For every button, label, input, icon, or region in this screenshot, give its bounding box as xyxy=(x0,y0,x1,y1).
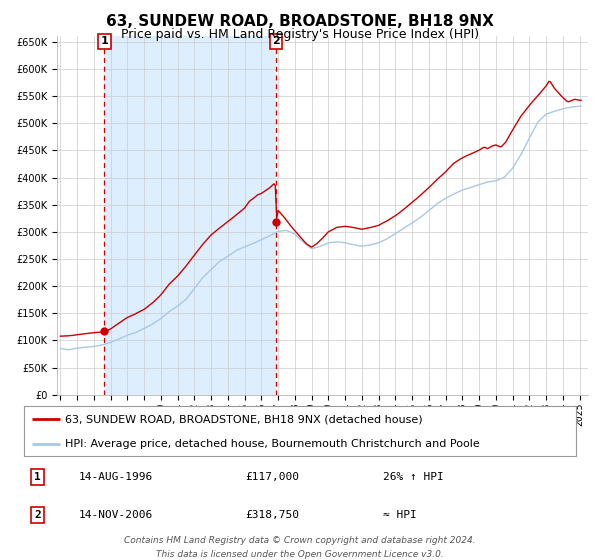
Bar xyxy=(104,36,276,395)
Text: HPI: Average price, detached house, Bournemouth Christchurch and Poole: HPI: Average price, detached house, Bour… xyxy=(65,439,480,449)
Text: 14-AUG-1996: 14-AUG-1996 xyxy=(79,472,154,482)
Text: 2: 2 xyxy=(34,510,41,520)
Text: 14-NOV-2006: 14-NOV-2006 xyxy=(79,510,154,520)
Text: 2: 2 xyxy=(272,36,280,46)
Text: This data is licensed under the Open Government Licence v3.0.: This data is licensed under the Open Gov… xyxy=(156,550,444,559)
Text: £117,000: £117,000 xyxy=(245,472,299,482)
Text: ≈ HPI: ≈ HPI xyxy=(383,510,416,520)
Text: 26% ↑ HPI: 26% ↑ HPI xyxy=(383,472,443,482)
Text: £318,750: £318,750 xyxy=(245,510,299,520)
Text: 63, SUNDEW ROAD, BROADSTONE, BH18 9NX (detached house): 63, SUNDEW ROAD, BROADSTONE, BH18 9NX (d… xyxy=(65,414,423,424)
Text: 1: 1 xyxy=(34,472,41,482)
Text: 63, SUNDEW ROAD, BROADSTONE, BH18 9NX: 63, SUNDEW ROAD, BROADSTONE, BH18 9NX xyxy=(106,14,494,29)
Text: 1: 1 xyxy=(100,36,108,46)
Text: Price paid vs. HM Land Registry's House Price Index (HPI): Price paid vs. HM Land Registry's House … xyxy=(121,28,479,41)
Text: Contains HM Land Registry data © Crown copyright and database right 2024.: Contains HM Land Registry data © Crown c… xyxy=(124,536,476,545)
